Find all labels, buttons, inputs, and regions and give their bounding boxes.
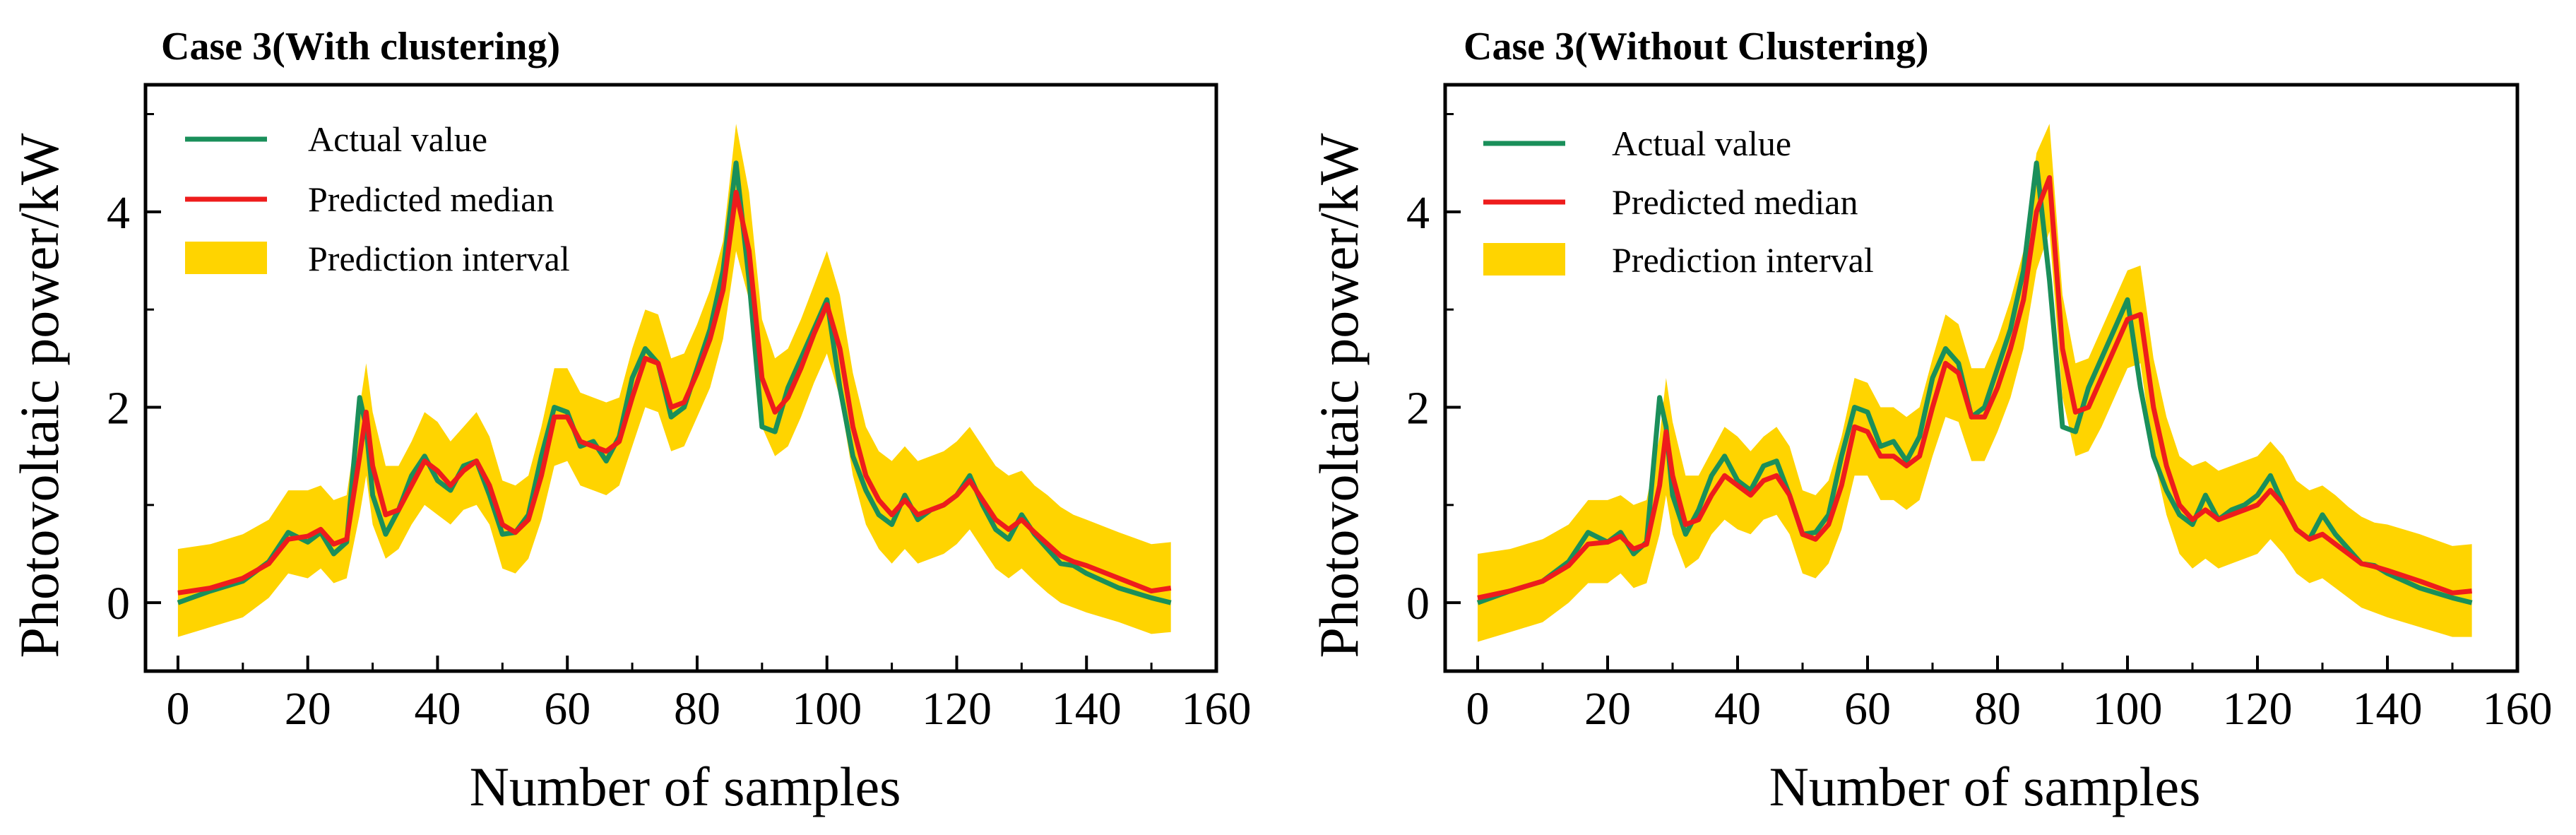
y-tick-label: 4 xyxy=(1406,187,1430,239)
x-tick-label: 40 xyxy=(1714,683,1761,735)
x-tick-label: 0 xyxy=(1466,683,1490,735)
legend: Actual value Predicted median Prediction… xyxy=(185,119,570,278)
chart-title: Case 3(With clustering) xyxy=(161,25,560,69)
legend-interval-swatch xyxy=(185,242,267,274)
x-tick-label: 160 xyxy=(1182,683,1252,735)
prediction-interval-band xyxy=(1478,124,2472,642)
y-tick-label: 2 xyxy=(1406,383,1430,434)
y-tick-label: 0 xyxy=(107,578,130,629)
y-tick-label: 0 xyxy=(1406,578,1430,629)
x-axis-label: Number of samples xyxy=(470,756,901,817)
x-tick-label: 100 xyxy=(792,683,862,735)
prediction-interval-band xyxy=(177,124,1171,637)
x-tick-label: 60 xyxy=(1844,683,1891,735)
plot-area: 0 20 40 60 80 100 120 140 160 0 2 4 xyxy=(107,83,1252,735)
x-tick-label: 140 xyxy=(2353,683,2423,735)
legend-interval-label: Prediction interval xyxy=(308,239,570,278)
predicted-median-line xyxy=(177,189,1172,596)
y-axis-label: Photovoltaic power/kW xyxy=(1308,133,1370,658)
actual-value-line xyxy=(1476,160,2473,605)
legend-predicted-label: Predicted median xyxy=(1612,182,1858,222)
plot-frame xyxy=(143,83,1218,673)
chart-panel-without-clustering: Case 3(Without Clustering) 0 20 40 60 80 100 1… xyxy=(1308,25,2553,817)
x-tick-label: 80 xyxy=(674,683,720,735)
legend: Actual value Predicted median Prediction… xyxy=(1483,124,1874,280)
y-tick-label: 2 xyxy=(107,383,130,434)
x-tick-label: 80 xyxy=(1974,683,2021,735)
x-tick-label: 120 xyxy=(2223,683,2293,735)
legend-interval-swatch xyxy=(1483,243,1565,276)
plot-area: 0 20 40 60 80 100 120 140 160 0 2 4 xyxy=(1406,83,2553,735)
x-tick-label: 40 xyxy=(414,683,461,735)
legend-predicted-label: Predicted median xyxy=(308,179,554,219)
x-tick-label: 100 xyxy=(2093,683,2163,735)
plot-frame xyxy=(1443,83,2519,673)
y-axis-label: Photovoltaic power/kW xyxy=(8,133,70,658)
predicted-median-line xyxy=(1477,174,2472,600)
x-tick-label: 60 xyxy=(544,683,590,735)
chart-title: Case 3(Without Clustering) xyxy=(1464,25,1929,69)
chart-panel-with-clustering: Case 3(With clustering) 0 20 40 60 80 100 120 1… xyxy=(8,25,1252,817)
x-tick-label: 140 xyxy=(1052,683,1122,735)
x-tick-label: 120 xyxy=(922,683,992,735)
x-axis-label: Number of samples xyxy=(1769,756,2201,817)
legend-interval-label: Prediction interval xyxy=(1612,240,1874,280)
x-tick-label: 20 xyxy=(285,683,331,735)
legend-actual-label: Actual value xyxy=(1612,124,1791,163)
y-tick-label: 4 xyxy=(107,187,130,239)
legend-actual-label: Actual value xyxy=(308,119,487,159)
x-tick-label: 160 xyxy=(2483,683,2553,735)
x-tick-label: 0 xyxy=(166,683,189,735)
x-tick-label: 20 xyxy=(1584,683,1631,735)
